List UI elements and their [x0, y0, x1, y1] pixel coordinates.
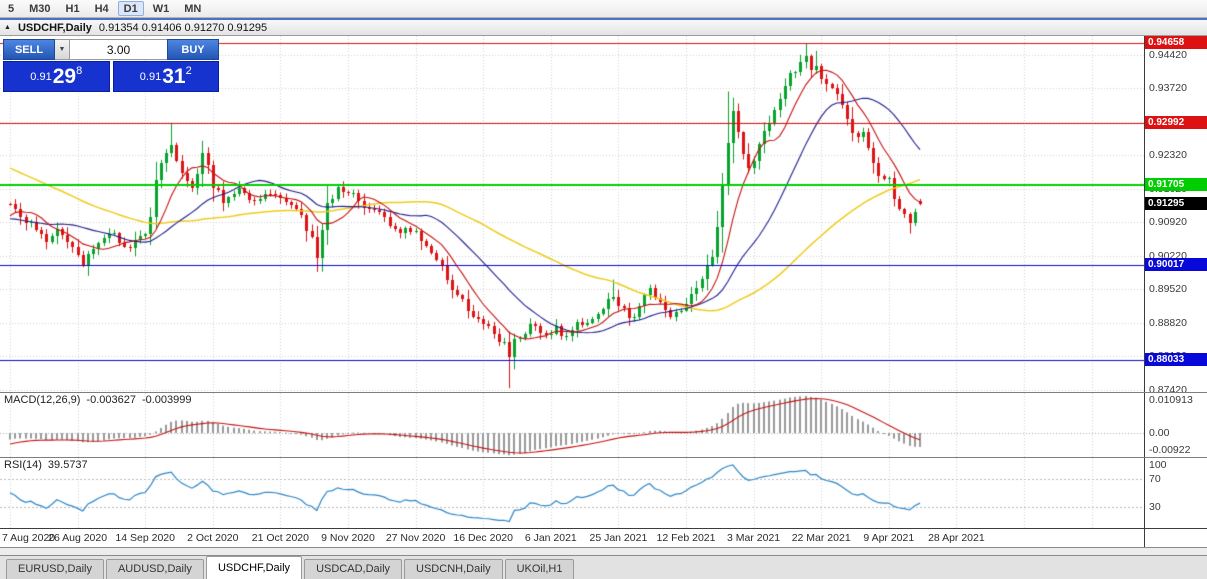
- timeframe-button-mn[interactable]: MN: [178, 1, 207, 16]
- timeframe-button-h4[interactable]: H4: [89, 1, 115, 16]
- date-axis-label: 21 Oct 2020: [251, 532, 309, 544]
- macd-axis[interactable]: 0.010913 0.00 -0.00922: [1144, 393, 1207, 457]
- sell-price-pip: 8: [76, 64, 83, 77]
- price-line-tag: 0.91705: [1145, 177, 1207, 191]
- chart-window: ▲ USDCHF,Daily 0.91354 0.91406 0.91270 0…: [0, 18, 1207, 548]
- timeframe-button-w1[interactable]: W1: [147, 1, 176, 16]
- timeframe-toolbar: 5 M30 H1 H4 D1 W1 MN: [0, 0, 1207, 18]
- price-axis-label: 0.90920: [1149, 216, 1187, 229]
- macd-axis-label: -0.00922: [1149, 444, 1191, 456]
- price-line-tag: 0.88033: [1145, 353, 1207, 367]
- date-axis-label: 14 Sep 2020: [115, 532, 175, 544]
- axis-corner: [1144, 529, 1207, 547]
- date-axis-label: 7 Aug 2020: [2, 532, 56, 544]
- price-axis-label: 0.92320: [1149, 149, 1187, 162]
- volume-dropdown-button[interactable]: ▼: [55, 39, 70, 60]
- date-axis-label: 16 Dec 2020: [453, 532, 513, 544]
- chart-tab[interactable]: EURUSD,Daily: [6, 559, 104, 579]
- macd-canvas[interactable]: [0, 393, 1144, 457]
- buy-price-big: 31: [162, 65, 186, 88]
- timeframe-button-h1[interactable]: H1: [60, 1, 86, 16]
- price-axis-label: 0.94420: [1149, 48, 1187, 61]
- chart-tab-bar: EURUSD,Daily AUDUSD,Daily USDCHF,Daily USDC…: [0, 555, 1207, 579]
- sell-price-prefix: 0.91: [30, 70, 52, 83]
- pane-splitter[interactable]: [0, 457, 1207, 458]
- price-axis-label: 0.87420: [1149, 383, 1187, 392]
- volume-input[interactable]: [70, 39, 167, 60]
- window-gap: [0, 548, 1207, 555]
- price-axis-label: 0.88820: [1149, 316, 1187, 329]
- chart-tab[interactable]: UKOil,H1: [504, 559, 575, 579]
- chart-tab[interactable]: USDCNH,Daily: [404, 559, 503, 579]
- rsi-canvas[interactable]: [0, 458, 1144, 528]
- chart-tab[interactable]: USDCHF,Daily: [205, 556, 303, 579]
- date-axis-label: 28 Apr 2021: [928, 532, 985, 544]
- date-axis-label: 12 Feb 2021: [656, 532, 716, 544]
- date-axis-label: 3 Mar 2021: [727, 532, 781, 544]
- rsi-axis[interactable]: 100 70 30: [1144, 458, 1207, 528]
- buy-price-prefix: 0.91: [139, 70, 162, 83]
- sell-price-big: 29: [52, 65, 77, 88]
- price-axis-label: 0.93720: [1149, 82, 1187, 95]
- date-axis-label: 6 Jan 2021: [524, 532, 577, 544]
- timeframe-button-5[interactable]: 5: [2, 1, 20, 16]
- price-line-tag: 0.90017: [1145, 258, 1207, 272]
- rsi-pane: RSI(14) 39.5737: [0, 458, 1144, 528]
- timeframe-button-d1[interactable]: D1: [117, 1, 144, 16]
- chart-ohlc-values: 0.91354 0.91406 0.91270 0.91295: [98, 21, 268, 34]
- macd-axis-label: 0.010913: [1149, 394, 1193, 406]
- buy-button[interactable]: BUY: [167, 39, 219, 60]
- macd-label: MACD(12,26,9) -0.003627 -0.003999: [4, 394, 192, 406]
- date-axis-label: 26 Aug 2020: [48, 532, 108, 544]
- macd-pane: MACD(12,26,9) -0.003627 -0.003999: [0, 393, 1144, 457]
- macd-value-signal: -0.003999: [141, 394, 192, 406]
- buy-price-display[interactable]: 0.91 31 2: [112, 61, 219, 92]
- chevron-down-icon: ▼: [58, 46, 66, 53]
- price-line-tag: 0.94658: [1145, 36, 1207, 50]
- pane-splitter[interactable]: [0, 528, 1207, 529]
- rsi-axis-label: 30: [1149, 501, 1161, 513]
- rsi-name: RSI(14): [4, 459, 42, 471]
- chart-symbol-label: USDCHF,Daily: [17, 21, 92, 34]
- price-chart-canvas[interactable]: [0, 36, 1144, 392]
- timeframe-button-m30[interactable]: M30: [23, 1, 56, 16]
- rsi-value: 39.5737: [47, 459, 88, 471]
- chart-tab[interactable]: USDCAD,Daily: [304, 559, 403, 579]
- rsi-axis-label: 100: [1149, 459, 1167, 471]
- sell-button[interactable]: SELL: [3, 39, 55, 60]
- date-axis-label: 9 Apr 2021: [863, 532, 915, 544]
- collapse-icon: ▲: [4, 24, 11, 31]
- date-axis-label: 27 Nov 2020: [385, 532, 446, 544]
- macd-axis-label: 0.00: [1149, 427, 1170, 440]
- date-axis-label: 25 Jan 2021: [589, 532, 648, 544]
- price-axis[interactable]: 0.944200.937200.930200.923200.916200.909…: [1144, 36, 1207, 392]
- price-line-tag: 0.92992: [1145, 115, 1207, 129]
- pane-splitter[interactable]: [0, 392, 1207, 393]
- sell-price-display[interactable]: 0.91 29 8: [3, 61, 110, 92]
- rsi-label: RSI(14) 39.5737: [4, 459, 88, 471]
- buy-price-pip: 2: [185, 64, 192, 77]
- price-axis-label: 0.89520: [1149, 283, 1187, 296]
- date-axis-label: 2 Oct 2020: [187, 532, 239, 544]
- chart-caption-bar[interactable]: ▲ USDCHF,Daily 0.91354 0.91406 0.91270 0…: [0, 20, 1207, 36]
- time-axis[interactable]: 7 Aug 2020 26 Aug 2020 14 Sep 2020 2 Oct 20…: [0, 529, 1144, 547]
- date-axis-label: 9 Nov 2020: [321, 532, 375, 544]
- macd-name: MACD(12,26,9): [4, 394, 81, 406]
- chart-tab[interactable]: AUDUSD,Daily: [105, 559, 204, 579]
- current-price-tag: 0.91295: [1145, 197, 1207, 211]
- rsi-axis-label: 70: [1149, 473, 1161, 485]
- date-axis-label: 22 Mar 2021: [791, 532, 851, 544]
- macd-value-main: -0.003627: [86, 394, 136, 406]
